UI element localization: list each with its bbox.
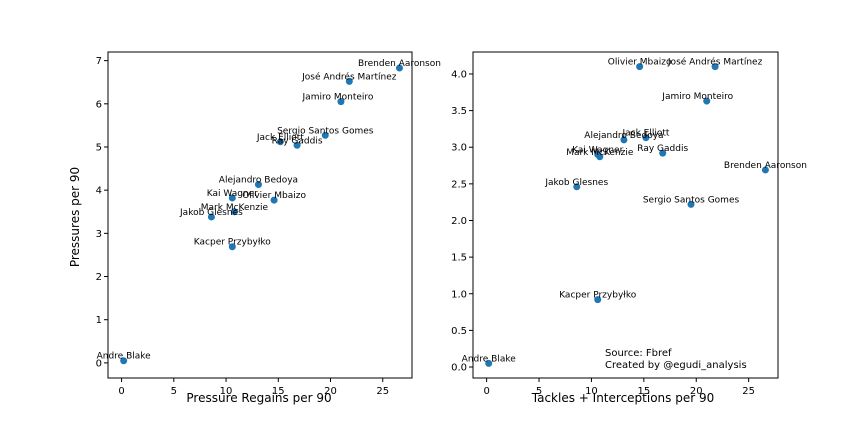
point-kacper-przybylko	[594, 296, 602, 304]
point-label-alejandro-bedoya: Alejandro Bedoya	[584, 131, 663, 141]
point-label-jakob-glesnes: Jakob Glesnes	[544, 178, 608, 188]
x-tick-label: 5	[536, 386, 542, 397]
y-tick-label: 4.0	[451, 69, 467, 80]
point-jose-andres-martinez	[711, 63, 719, 71]
point-label-jamiro-monteiro: Jamiro Monteiro	[302, 93, 374, 103]
x-tick-label: 20	[324, 386, 337, 397]
plot-frame	[472, 51, 779, 379]
x-tick-label: 15	[272, 386, 285, 397]
point-labels: Brenden Aaronson José Andrés Martínez Jami…	[97, 59, 441, 362]
point-label-sergio-santos-gomes: Sergio Santos Gomes	[643, 195, 740, 205]
point-label-jamiro-monteiro: Jamiro Monteiro	[661, 92, 733, 102]
y-tick-label: 5	[96, 142, 102, 153]
point-label-ray-gaddis: Ray Gaddis	[637, 144, 688, 154]
point-jakob-glesnes	[207, 213, 215, 221]
point-mark-mckenzie	[230, 208, 238, 216]
point-label-andre-blake: Andre Blake	[462, 354, 517, 364]
point-label-mark-mckenzie: Mark McKenzie	[566, 148, 634, 158]
point-olivier-mbaizo	[636, 63, 644, 71]
point-label-olivier-mbaizo: Olivier Mbaizo	[608, 58, 672, 68]
y-tick-label: 0	[96, 358, 102, 369]
x-tick-label: 10	[220, 386, 233, 397]
scatter-panel-tackles-interceptions: 0 5 10 15 20 25 0.0 0.5 1.0 1.5 2.0 2.5 3.0 3.5 4.0 O…	[451, 51, 807, 405]
y-tick-label: 6	[96, 99, 102, 110]
point-label-alejandro-bedoya: Alejandro Bedoya	[219, 176, 298, 186]
point-alejandro-bedoya	[254, 181, 262, 189]
data-points	[485, 63, 769, 367]
point-andre-blake	[485, 359, 493, 367]
point-label-kai-wagner: Kai Wagner	[207, 189, 258, 199]
point-sergio-santos-gomes	[321, 131, 329, 139]
y-axis-ticks: 0 1 2 3 4 5 6 7	[96, 56, 108, 369]
point-label-kacper-przybylko: Kacper Przybyłko	[559, 291, 637, 301]
point-label-kacper-przybylko: Kacper Przybyłko	[194, 238, 272, 248]
point-olivier-mbaizo	[270, 196, 278, 204]
point-label-jack-elliott: Jack Elliott	[256, 133, 304, 143]
point-alejandro-bedoya	[620, 136, 628, 144]
point-ray-gaddis	[659, 149, 667, 157]
point-label-jose-andres-martinez: José Andrés Martínez	[667, 57, 763, 68]
x-tick-label: 25	[376, 386, 389, 397]
credit-note: Created by @egudi_analysis	[605, 360, 747, 371]
y-tick-label: 3	[96, 229, 102, 240]
y-tick-label: 2.0	[451, 216, 467, 227]
y-tick-label: 0.0	[451, 363, 467, 374]
point-jamiro-monteiro	[337, 98, 345, 106]
x-tick-label: 5	[171, 386, 177, 397]
y-tick-label: 3.0	[451, 143, 467, 154]
x-axis-label: Pressure Regains per 90	[186, 391, 331, 405]
y-axis-ticks: 0.0 0.5 1.0 1.5 2.0 2.5 3.0 3.5 4.0	[451, 69, 473, 374]
point-label-jack-elliott: Jack Elliott	[621, 129, 669, 139]
point-label-andre-blake: Andre Blake	[97, 352, 152, 362]
x-axis-ticks: 0 5 10 15 20 25	[118, 378, 389, 397]
point-label-jose-andres-martinez: José Andrés Martínez	[301, 71, 397, 82]
y-tick-label: 1.0	[451, 289, 467, 300]
point-kacper-przybylko	[228, 243, 236, 251]
point-kai-wagner	[228, 194, 236, 202]
scatter-panel-pressures: 0 5 10 15 20 25 0 1 2 3 4 5 6 7 Brenden Aaronson José…	[68, 51, 441, 405]
y-tick-label: 7	[96, 56, 102, 67]
y-tick-label: 1.5	[451, 253, 467, 264]
point-label-sergio-santos-gomes: Sergio Santos Gomes	[277, 126, 374, 136]
point-brenden-aaronson	[761, 166, 769, 174]
x-tick-label: 20	[690, 386, 703, 397]
point-label-brenden-aaronson: Brenden Aaronson	[358, 59, 441, 69]
point-brenden-aaronson	[395, 64, 403, 72]
point-ray-gaddis	[293, 141, 301, 149]
y-tick-label: 3.5	[451, 106, 467, 117]
point-mark-mckenzie	[596, 153, 604, 161]
x-tick-label: 15	[637, 386, 650, 397]
point-label-brenden-aaronson: Brenden Aaronson	[724, 161, 807, 171]
x-tick-label: 10	[585, 386, 598, 397]
point-sergio-santos-gomes	[687, 200, 695, 208]
plot-frame	[107, 51, 413, 379]
y-tick-label: 1	[96, 315, 102, 326]
point-andre-blake	[120, 357, 128, 365]
y-axis-label: Pressures per 90	[68, 167, 82, 267]
y-tick-label: 2	[96, 272, 102, 283]
x-axis-label: Tackles + Interceptions per 90	[531, 391, 714, 405]
point-jamiro-monteiro	[703, 97, 711, 105]
point-label-kai-wagner: Kai Wagner	[572, 146, 623, 156]
data-points	[120, 64, 403, 365]
y-tick-label: 4	[96, 186, 102, 197]
y-tick-label: 2.5	[451, 179, 467, 190]
point-label-mark-mckenzie: Mark McKenzie	[201, 203, 269, 213]
point-label-jakob-glesnes: Jakob Glesnes	[179, 208, 243, 218]
point-label-ray-gaddis: Ray Gaddis	[272, 136, 323, 146]
point-label-olivier-mbaizo: Olivier Mbaizo	[242, 191, 306, 201]
source-note: Source: Fbref	[605, 348, 672, 359]
x-axis-ticks: 0 5 10 15 20 25	[483, 378, 755, 397]
point-jack-elliott	[642, 134, 650, 142]
x-tick-label: 0	[483, 386, 489, 397]
x-tick-label: 0	[118, 386, 124, 397]
point-jack-elliott	[276, 138, 284, 146]
point-jakob-glesnes	[573, 183, 581, 191]
point-jose-andres-martinez	[345, 77, 353, 85]
x-tick-label: 25	[742, 386, 755, 397]
y-tick-label: 0.5	[451, 326, 467, 337]
